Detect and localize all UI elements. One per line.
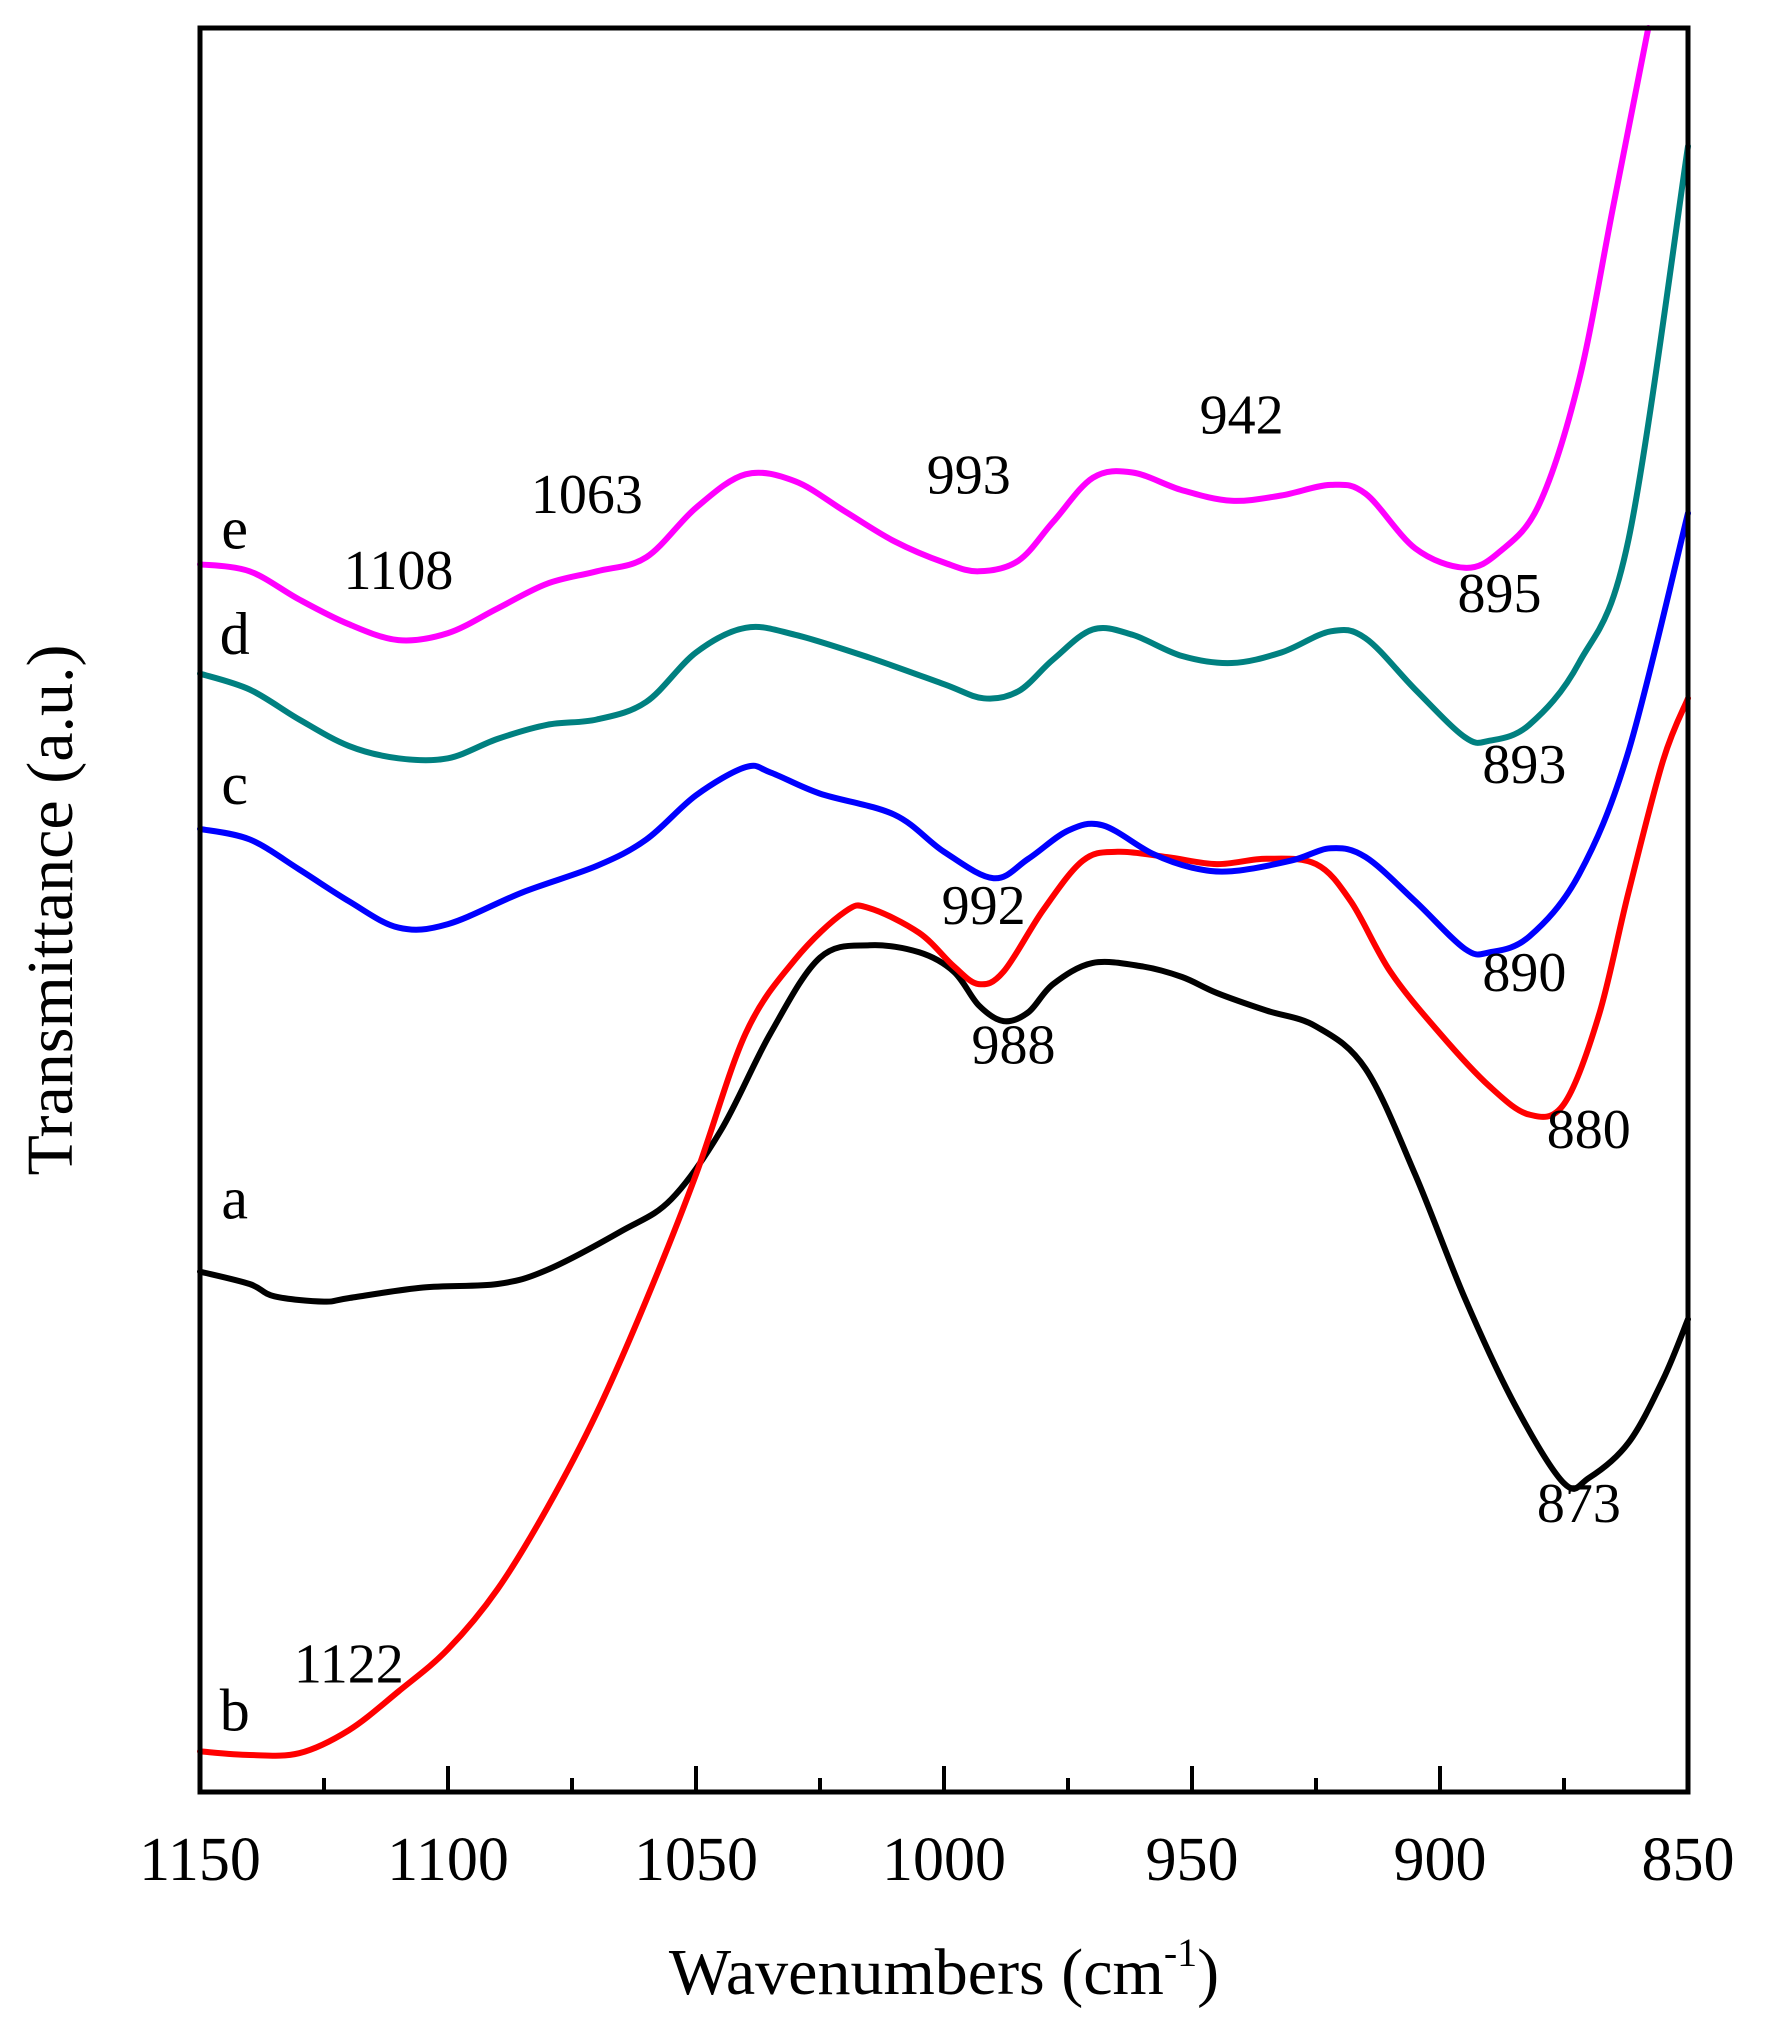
x-axis-title: Wavenumbers (cm-1) — [669, 1930, 1219, 2009]
series-line-e — [197, 25, 1652, 644]
series-line-c — [197, 510, 1691, 958]
series-label-b: b — [220, 1677, 250, 1743]
peak-label: 1122 — [294, 1634, 404, 1696]
plot-frame — [197, 25, 1691, 1795]
series-label-d: d — [220, 601, 250, 667]
peak-label: 992 — [942, 875, 1026, 937]
peak-label: 873 — [1537, 1473, 1621, 1535]
x-tick-label: 1100 — [387, 1826, 509, 1894]
peak-label: 880 — [1547, 1099, 1631, 1161]
series-line-a — [197, 942, 1691, 1492]
series-label-c: c — [221, 751, 248, 817]
peak-label: 942 — [1200, 385, 1284, 447]
x-axis-title-tail: ) — [1197, 1936, 1219, 2009]
series-layer — [197, 25, 1691, 1759]
peak-label: 1063 — [531, 464, 643, 526]
peak-label: 988 — [971, 1014, 1055, 1076]
peak-label: 890 — [1482, 942, 1566, 1004]
peak-label: 893 — [1482, 734, 1566, 796]
x-tick-label: 1050 — [634, 1826, 758, 1894]
series-labels: a b c de — [220, 495, 250, 1743]
series-label-a: a — [221, 1166, 248, 1232]
x-tick-label: 950 — [1146, 1826, 1239, 1894]
peak-labels: 1108 1063 993 942 895 893 890 992 988 880 873 1122 — [294, 385, 1631, 1696]
series-label-e: e — [221, 495, 248, 561]
x-axis-title-superscript: -1 — [1164, 1930, 1197, 1975]
series-line-b — [197, 695, 1691, 1759]
x-tick-label: 1000 — [882, 1826, 1006, 1894]
x-tick-labels: 1150 1100 1050 1000 950 900 850 — [139, 1826, 1734, 1894]
peak-label: 895 — [1458, 563, 1542, 625]
x-tick-label: 900 — [1394, 1826, 1487, 1894]
y-axis-title: Transmittance (a.u.) — [14, 645, 87, 1176]
x-tick-label: 1150 — [139, 1826, 261, 1894]
x-tick-label: 850 — [1642, 1826, 1735, 1894]
peak-label: 993 — [927, 445, 1011, 507]
series-line-d — [197, 143, 1691, 764]
peak-label: 1108 — [343, 540, 453, 602]
